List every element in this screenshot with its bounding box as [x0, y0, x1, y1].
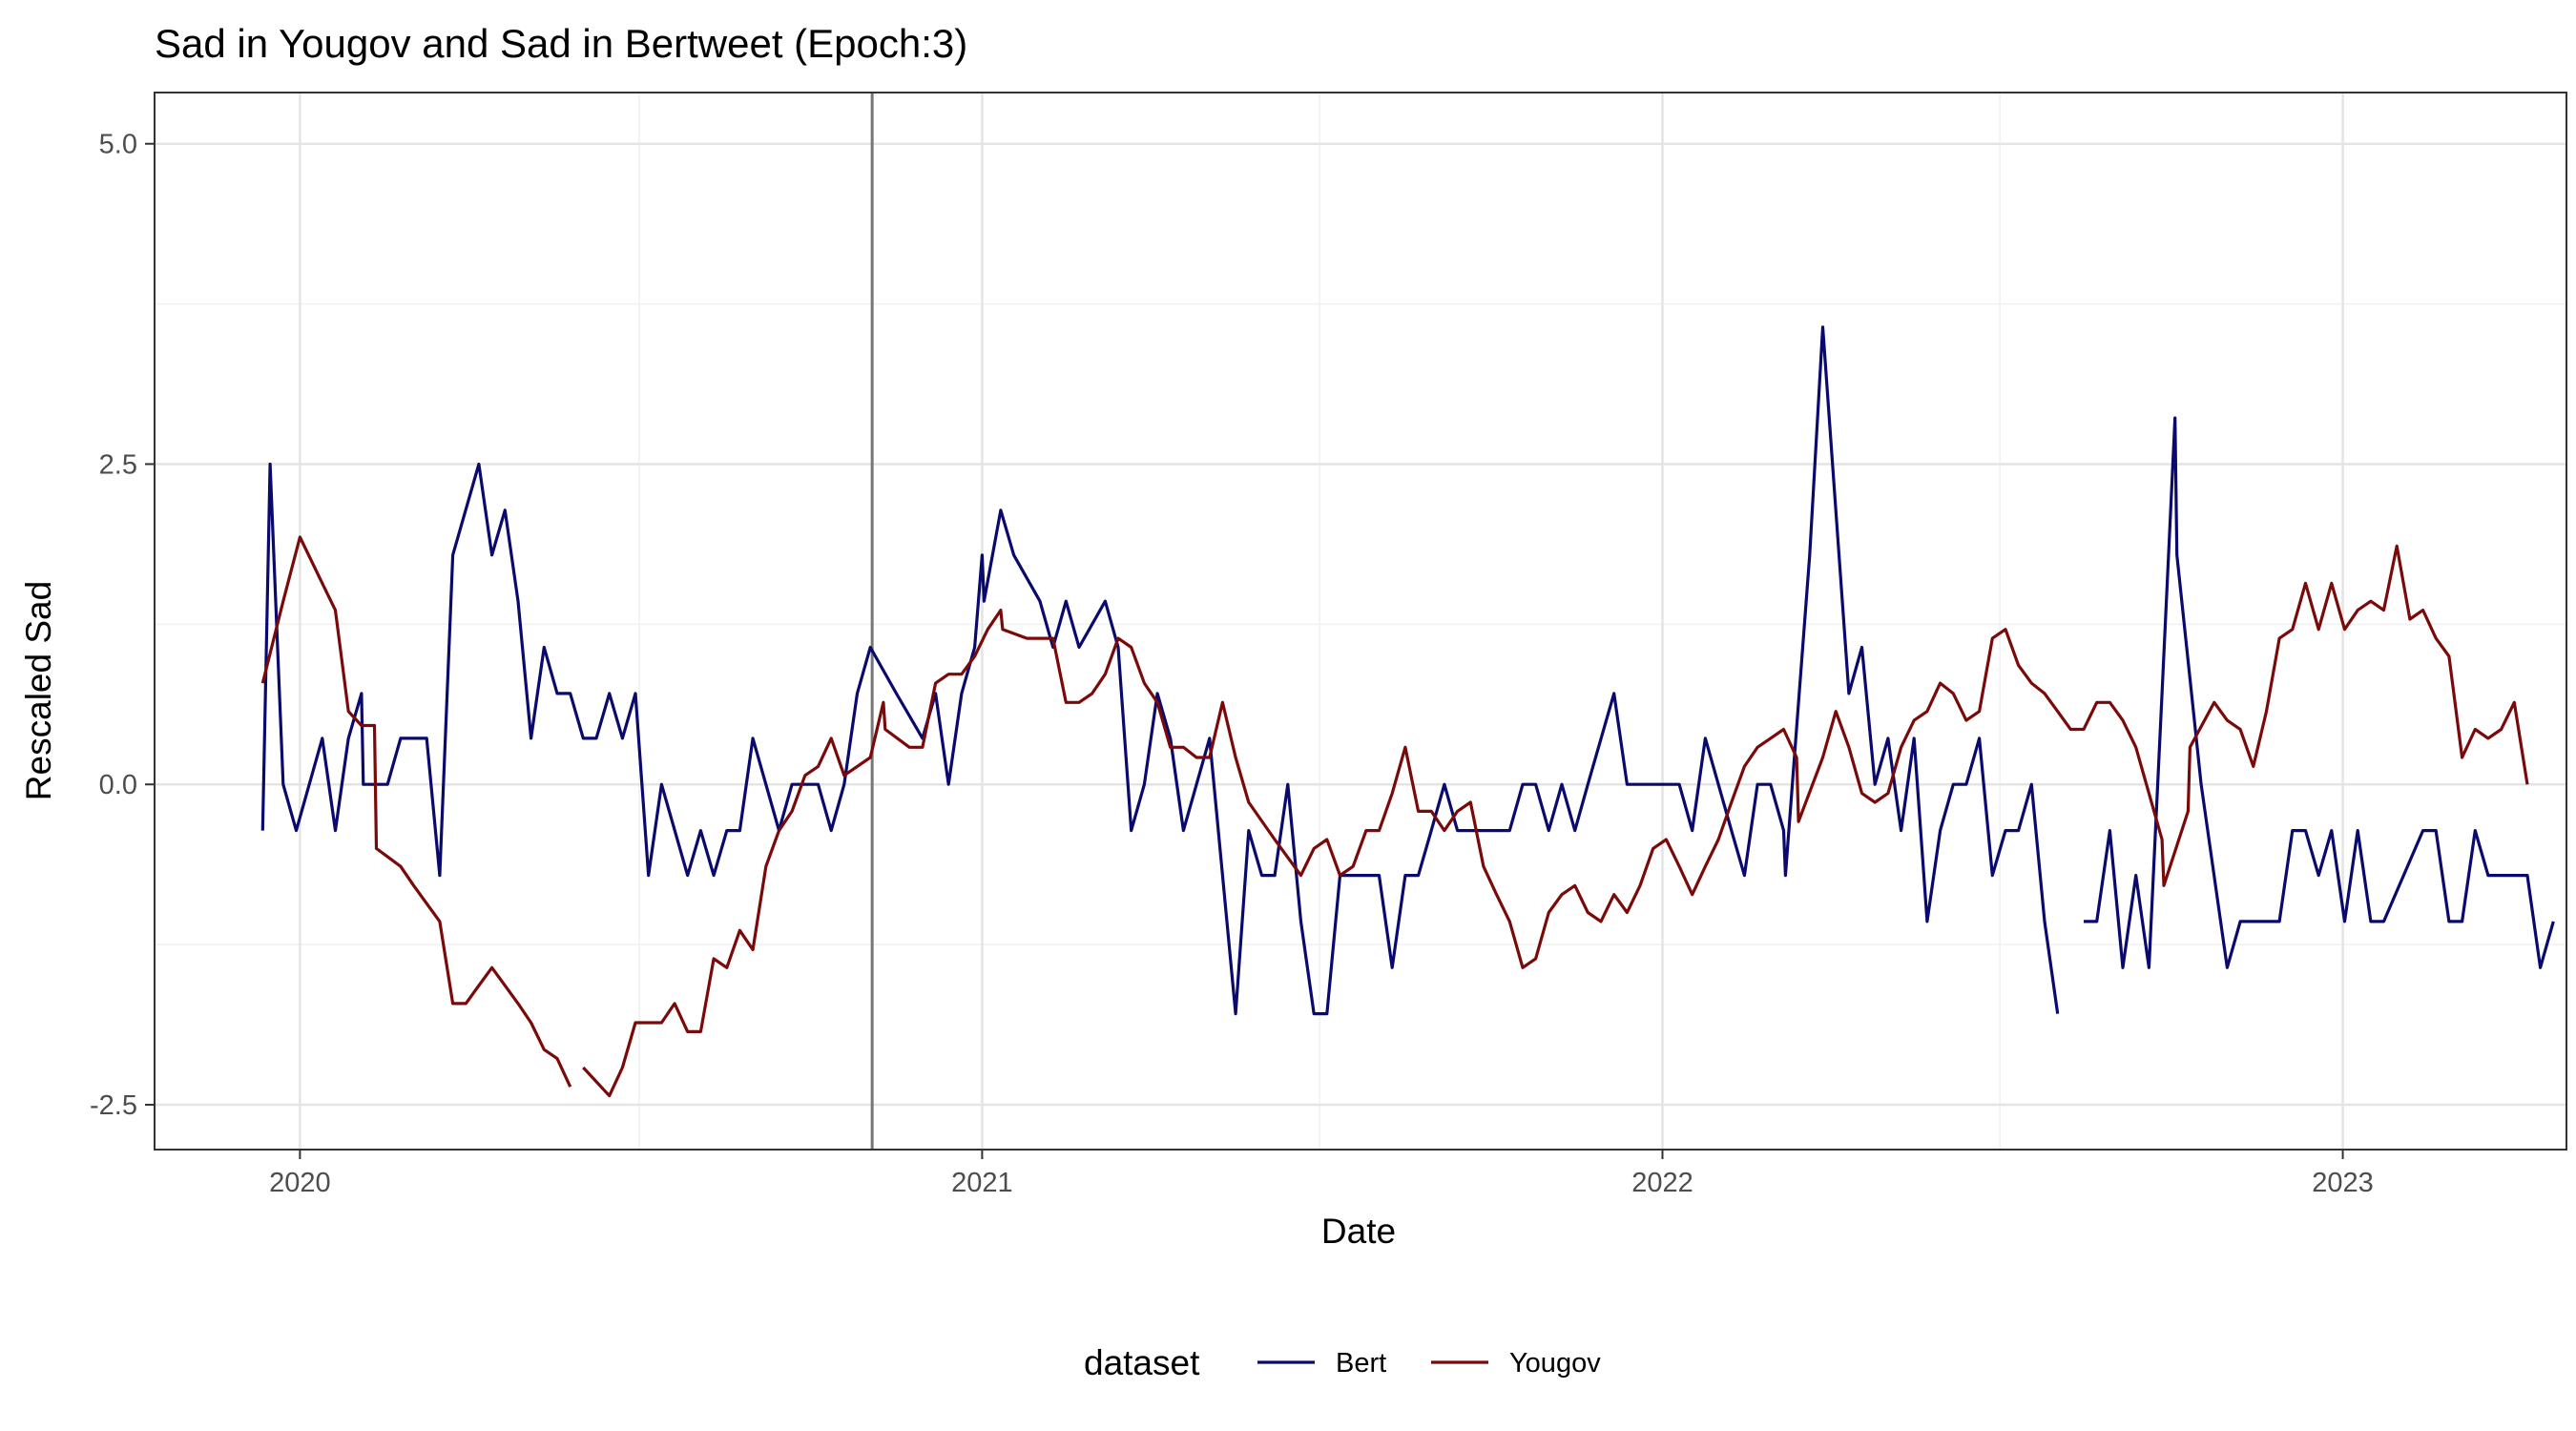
x-tick-label: 2021 — [951, 1168, 1013, 1198]
y-axis-label: Rescaled Sad — [19, 581, 58, 800]
y-tick-label: 5.0 — [99, 130, 137, 160]
x-axis: 2020 2021 2022 2023 — [269, 1150, 2374, 1198]
legend-label-yougov: Yougov — [1509, 1348, 1601, 1379]
series-line-yougov — [260, 535, 2529, 1098]
legend-title: dataset — [1084, 1343, 1200, 1382]
series-line-bert — [260, 325, 2555, 1016]
series-group — [260, 325, 2555, 1098]
legend: dataset Bert Yougov — [1084, 1343, 1601, 1382]
y-tick-label: 2.5 — [99, 449, 137, 480]
chart-title: Sad in Yougov and Sad in Bertweet (Epoch… — [155, 21, 967, 66]
y-tick-label: 0.0 — [99, 770, 137, 800]
plot-panel — [154, 92, 2567, 1151]
x-axis-label: Date — [1321, 1212, 1396, 1251]
y-axis: -2.5 0.0 2.5 5.0 — [90, 130, 155, 1121]
x-tick-label: 2022 — [1631, 1168, 1693, 1198]
x-tick-label: 2023 — [2312, 1168, 2374, 1198]
x-tick-label: 2020 — [269, 1168, 331, 1198]
legend-label-bert: Bert — [1336, 1348, 1386, 1379]
y-tick-label: -2.5 — [90, 1090, 137, 1121]
